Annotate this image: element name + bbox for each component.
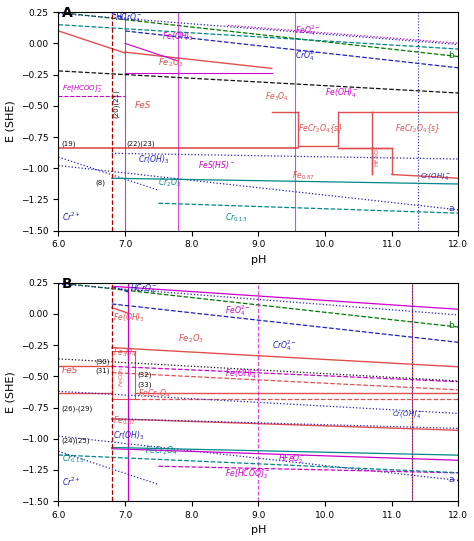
Text: (33): (33) <box>137 381 152 388</box>
Text: CrO$_4^{2-}$: CrO$_4^{2-}$ <box>295 48 320 63</box>
Text: HCrO$_4^-$: HCrO$_4^-$ <box>115 12 142 25</box>
Text: a: a <box>448 474 454 484</box>
Text: (30): (30) <box>95 359 109 365</box>
Text: Fe(OH)$_3$: Fe(OH)$_3$ <box>162 31 194 43</box>
Text: FeCr$_2$O$_4${s}: FeCr$_2$O$_4${s} <box>395 122 441 135</box>
Text: Fe(OH)$_3$: Fe(OH)$_3$ <box>113 311 145 324</box>
Text: (24)(25): (24)(25) <box>62 438 90 444</box>
Text: Cr(OH)$_3$: Cr(OH)$_3$ <box>113 430 145 442</box>
Text: Fe$_3$O$_4$: Fe$_3$O$_4$ <box>265 90 289 103</box>
Text: (19): (19) <box>62 141 76 147</box>
Text: Cr(OH)$_3$: Cr(OH)$_3$ <box>138 153 170 166</box>
Text: Cr(OH)$_4^-$: Cr(OH)$_4^-$ <box>392 410 422 420</box>
Text: (32): (32) <box>137 371 152 378</box>
Text: a: a <box>448 204 454 213</box>
Text: (26)-(29): (26)-(29) <box>62 405 93 412</box>
Text: FeCr$_2$O$_4$: FeCr$_2$O$_4$ <box>138 387 171 400</box>
Text: HFeO$_2^-$: HFeO$_2^-$ <box>278 452 306 466</box>
Text: b: b <box>448 321 454 331</box>
Text: Cr$^{2+}$: Cr$^{2+}$ <box>62 210 81 223</box>
Text: (22)(23): (22)(23) <box>127 141 155 147</box>
Text: (31): (31) <box>95 367 109 374</box>
X-axis label: pH: pH <box>251 525 266 536</box>
Text: (20)(21): (20)(21) <box>113 90 119 118</box>
X-axis label: pH: pH <box>251 255 266 265</box>
Text: Fe$_2$O$_3$: Fe$_2$O$_3$ <box>178 332 204 345</box>
Text: Fe(OH)$_4^-$: Fe(OH)$_4^-$ <box>225 367 259 381</box>
Text: Fe$_3$O$_4$: Fe$_3$O$_4$ <box>113 346 137 359</box>
Text: FeO$_4^{2-}$: FeO$_4^{2-}$ <box>225 304 251 319</box>
Text: Fe[HCOO]$_2^-$: Fe[HCOO]$_2^-$ <box>225 467 270 481</box>
Text: Fe$_{0.87}$: Fe$_{0.87}$ <box>292 169 314 182</box>
Text: CrO$_4^{2-}$: CrO$_4^{2-}$ <box>272 339 297 353</box>
Y-axis label: E (SHE): E (SHE) <box>6 371 16 413</box>
Text: FeCO$_3$: FeCO$_3$ <box>117 366 126 387</box>
Text: Cr$_2$O$_3$: Cr$_2$O$_3$ <box>158 177 182 189</box>
Text: Cr$^{2+}$: Cr$^{2+}$ <box>62 476 81 488</box>
Text: (8): (8) <box>95 180 105 186</box>
Text: B: B <box>62 276 73 291</box>
Text: HCrO$_4^-$: HCrO$_4^-$ <box>130 282 158 296</box>
Text: FeS: FeS <box>62 366 78 374</box>
Text: Fe$_{0.87}$: Fe$_{0.87}$ <box>113 415 136 427</box>
Text: FeCr$_2$O$_4$: FeCr$_2$O$_4$ <box>145 445 178 457</box>
Text: Fe[HCOO]$_2^-$: Fe[HCOO]$_2^-$ <box>62 83 103 94</box>
Text: Cr(OH)$_4^-$: Cr(OH)$_4^-$ <box>420 171 450 182</box>
Text: Cr$_{0.13}$: Cr$_{0.13}$ <box>225 212 247 224</box>
Text: FeS(HS)$^-$: FeS(HS)$^-$ <box>199 159 236 171</box>
Text: Fe$_2$O$_3$: Fe$_2$O$_3$ <box>158 57 184 69</box>
Text: b: b <box>448 51 454 60</box>
Text: Cr$_{0.13}$: Cr$_{0.13}$ <box>62 452 84 465</box>
Y-axis label: E (SHE): E (SHE) <box>6 101 16 142</box>
Text: FeS: FeS <box>135 101 152 110</box>
Text: A: A <box>62 6 73 20</box>
Text: HFeO$_2^-$: HFeO$_2^-$ <box>373 144 383 167</box>
Text: FeCr$_2$O$_4${s}: FeCr$_2$O$_4${s} <box>299 122 344 135</box>
Text: FeO$_4^{2-}$: FeO$_4^{2-}$ <box>295 23 321 38</box>
Text: Fe(OH)$_4^-$: Fe(OH)$_4^-$ <box>325 87 359 101</box>
